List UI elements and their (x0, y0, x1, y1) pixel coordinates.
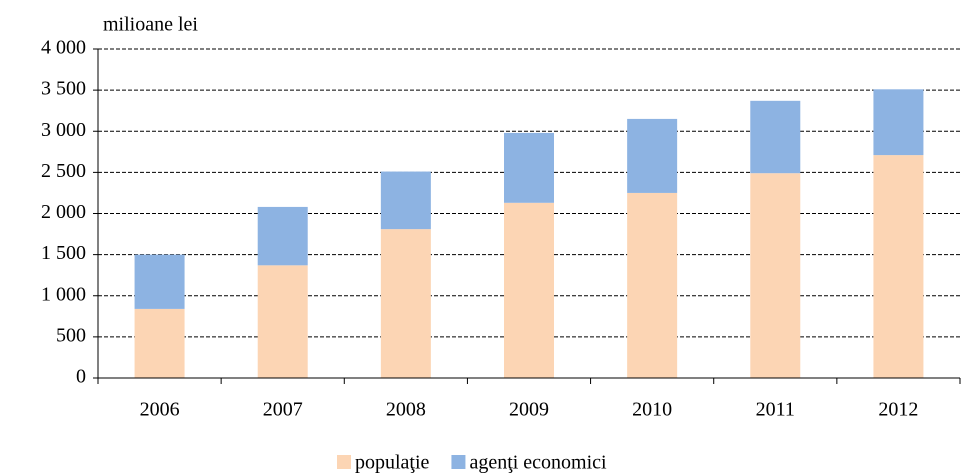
y-tick-label: 500 (56, 324, 86, 346)
y-tick-label: 0 (76, 366, 86, 388)
x-tick-label: 2009 (509, 399, 549, 421)
bar-segment (134, 308, 185, 378)
legend-swatch (451, 455, 466, 469)
x-tick-label: 2010 (632, 399, 672, 421)
y-tick-label: 1 000 (41, 283, 86, 305)
legend-label: populaţie (355, 452, 430, 474)
y-tick-label: 1 500 (41, 242, 86, 264)
y-tick-label: 3 000 (41, 119, 86, 141)
x-tick-label: 2006 (140, 399, 180, 421)
bar-segment (257, 206, 308, 266)
legend-swatch (337, 455, 351, 469)
bar-segment (873, 155, 924, 378)
x-tick-label: 2011 (756, 399, 795, 421)
bar-segment (504, 132, 554, 203)
bar-segment (380, 229, 431, 378)
bar-segment (134, 254, 185, 309)
bar-segment (504, 202, 554, 378)
bar-segment (750, 100, 801, 174)
legend-label: agenţi economici (469, 452, 607, 474)
y-axis-label: milioane lei (103, 14, 198, 36)
bar-segment (627, 192, 678, 378)
bar-segment (257, 265, 308, 378)
bar-segment (873, 89, 924, 156)
bar-segment (380, 171, 431, 230)
y-tick-label: 2 000 (41, 201, 86, 223)
x-tick-label: 2008 (386, 399, 426, 421)
y-tick-label: 3 500 (41, 78, 86, 100)
x-tick-label: 2007 (263, 399, 303, 421)
bar-segment (627, 118, 678, 193)
x-tick-label: 2012 (878, 399, 918, 421)
bar-segment (750, 173, 801, 378)
y-tick-label: 2 500 (41, 160, 86, 182)
y-tick-label: 4 000 (41, 37, 86, 59)
